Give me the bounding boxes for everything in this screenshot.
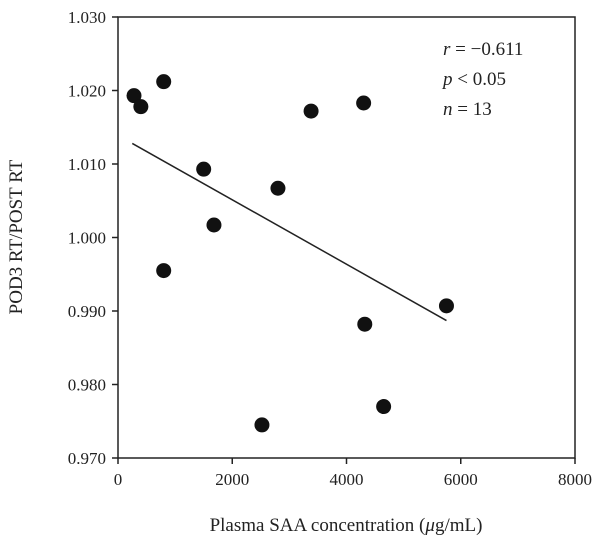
x-tick-label: 4000 (330, 470, 364, 489)
data-point (356, 95, 372, 111)
annotation-r: r = −0.611 (443, 39, 523, 60)
data-point (438, 298, 454, 314)
y-axis: 0.970 0.980 0.990 1.000 1.010 1.020 1.030 (68, 8, 118, 468)
y-tick-label: 1.010 (68, 155, 106, 174)
data-point (156, 263, 172, 279)
annotation-n: n = 13 (443, 99, 492, 120)
x-tick-label: 8000 (558, 470, 592, 489)
x-tick-label: 2000 (215, 470, 249, 489)
x-tick-label: 6000 (444, 470, 478, 489)
y-tick-label: 0.980 (68, 376, 106, 395)
y-tick-label: 1.030 (68, 8, 106, 27)
y-tick-label: 1.000 (68, 229, 106, 248)
x-tick-label: 0 (114, 470, 123, 489)
x-axis-label: Plasma SAA concentration (μg/mL) (210, 515, 483, 536)
data-point (133, 99, 149, 115)
y-tick-label: 0.970 (68, 449, 106, 468)
x-axis: 0 2000 4000 6000 8000 (114, 458, 592, 489)
data-point (254, 417, 270, 433)
data-point (303, 103, 319, 119)
data-point (206, 217, 222, 233)
data-point (270, 180, 286, 196)
y-tick-label: 1.020 (68, 82, 106, 101)
y-axis-label: POD3 RT/POST RT (6, 159, 27, 314)
y-tick-label: 0.990 (68, 302, 106, 321)
data-point (376, 399, 392, 415)
annotation-p: p < 0.05 (441, 69, 506, 90)
regression-line (131, 142, 447, 322)
data-points (126, 74, 454, 433)
plot-frame (117, 16, 576, 459)
data-point (126, 88, 142, 104)
data-point (196, 161, 212, 177)
data-point (156, 74, 172, 90)
data-point (357, 316, 373, 332)
